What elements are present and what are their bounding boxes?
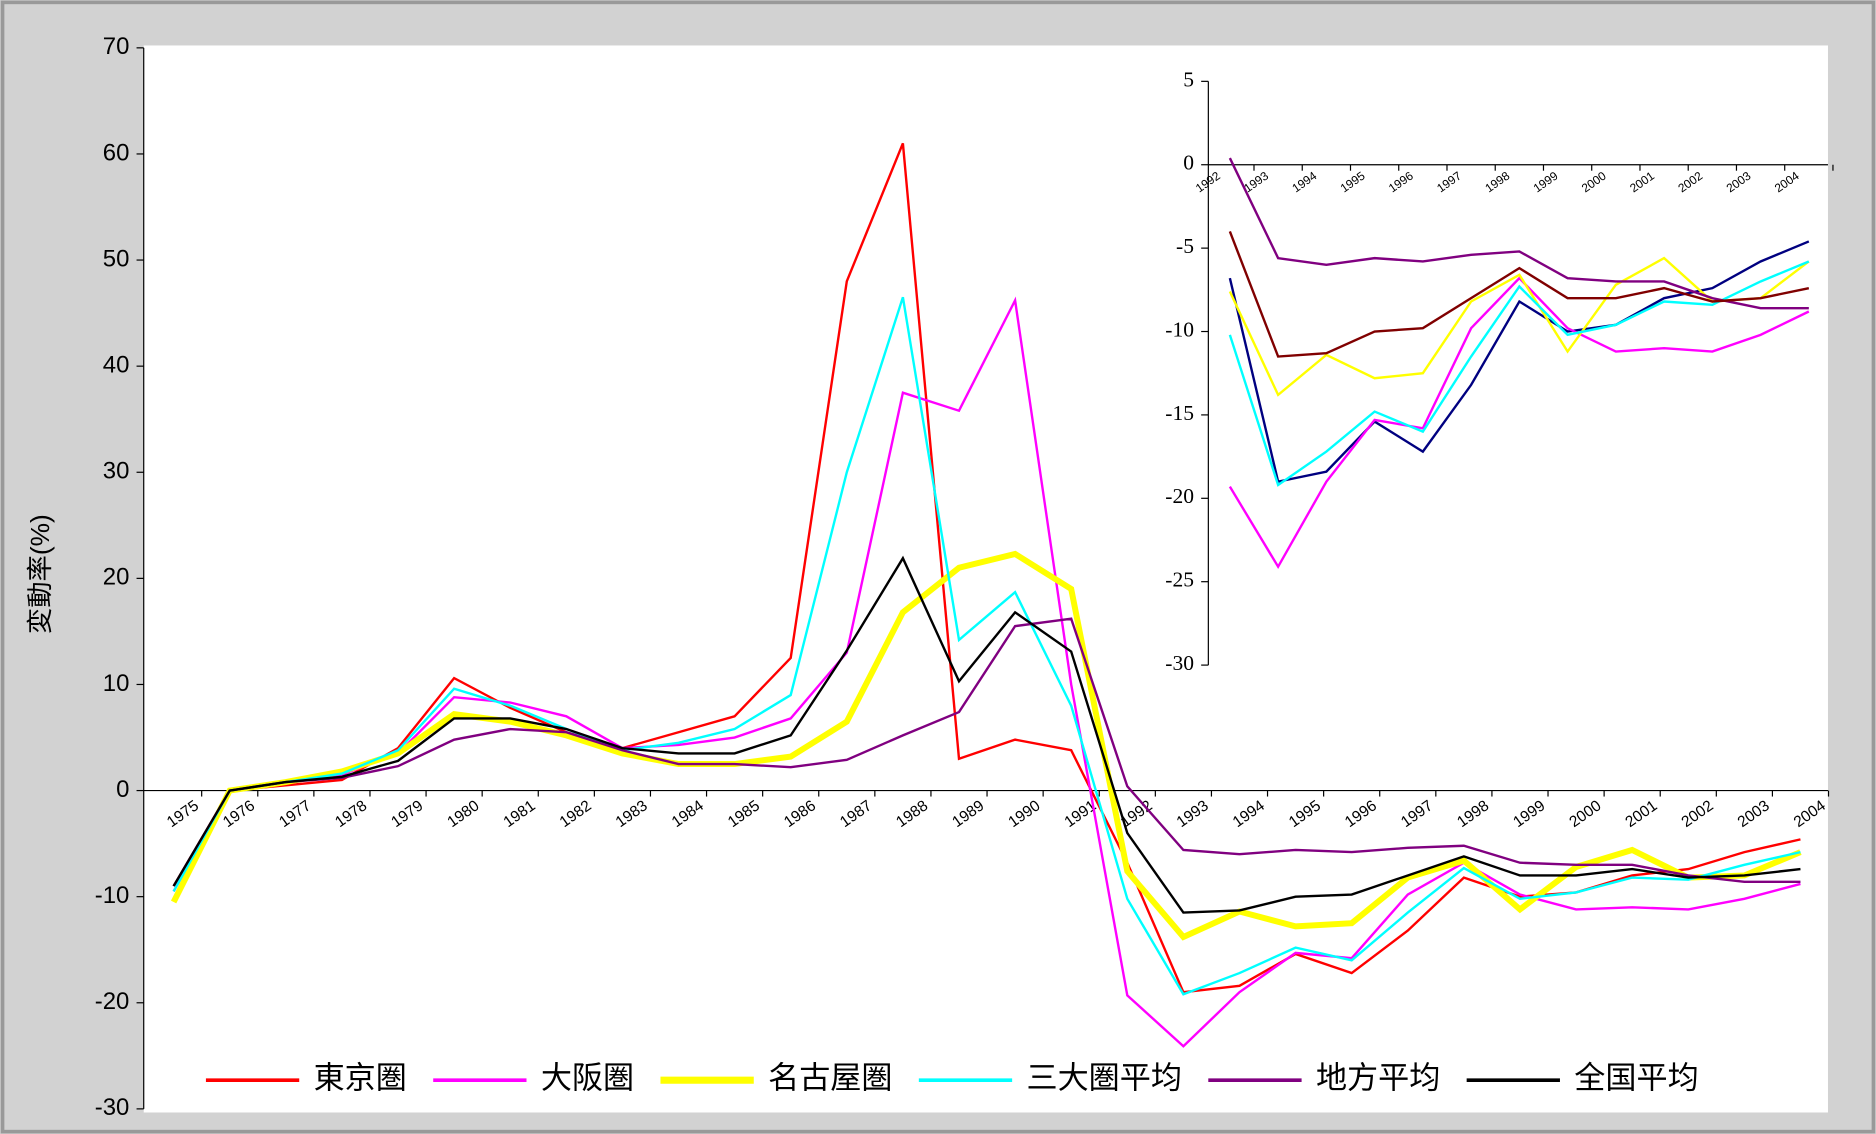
- series-line: [1228, 231, 1810, 358]
- legend-label: 大阪圏: [541, 1060, 634, 1095]
- y-tick-label: -20: [95, 988, 130, 1015]
- y-tick-label: 30: [103, 458, 130, 485]
- y-tick-label: 50: [103, 245, 130, 272]
- plot-area: [143, 45, 1828, 1113]
- y-tick-label: -20: [1165, 484, 1194, 508]
- y-tick-label: -5: [1176, 234, 1194, 258]
- legend-label: 全国平均: [1574, 1060, 1698, 1095]
- y-tick-label: -30: [1165, 651, 1194, 675]
- series-line: [170, 550, 1802, 941]
- series-line: [172, 555, 1801, 914]
- y-axis-title: 変動率(%): [25, 514, 55, 634]
- y-tick-label: -30: [95, 1094, 130, 1121]
- legend-label: 名古屋圏: [768, 1060, 892, 1095]
- legend-label: 地方平均: [1316, 1060, 1440, 1095]
- y-tick-label: 20: [103, 564, 130, 591]
- y-tick-label: 5: [1183, 67, 1194, 91]
- y-tick-label: -10: [1165, 317, 1194, 341]
- y-tick-label: 70: [103, 33, 130, 60]
- series-line: [172, 296, 1801, 996]
- y-tick-label: 60: [103, 139, 130, 166]
- y-tick-label: -10: [95, 882, 130, 909]
- series-line: [1228, 260, 1810, 487]
- series-line: [1228, 276, 1810, 570]
- series-line: [1228, 157, 1809, 310]
- y-tick-label: 0: [1183, 151, 1194, 175]
- legend-label: 三大圏平均: [1026, 1060, 1181, 1095]
- y-tick-label: 0: [116, 776, 129, 803]
- y-tick-label: -25: [1165, 568, 1194, 592]
- y-tick-label: 10: [103, 670, 130, 697]
- series-line: [1228, 240, 1810, 484]
- series-line: [172, 617, 1801, 887]
- y-tick-label: 40: [103, 351, 130, 378]
- y-tick-label: -15: [1165, 401, 1194, 425]
- legend-label: 東京圏: [314, 1060, 407, 1095]
